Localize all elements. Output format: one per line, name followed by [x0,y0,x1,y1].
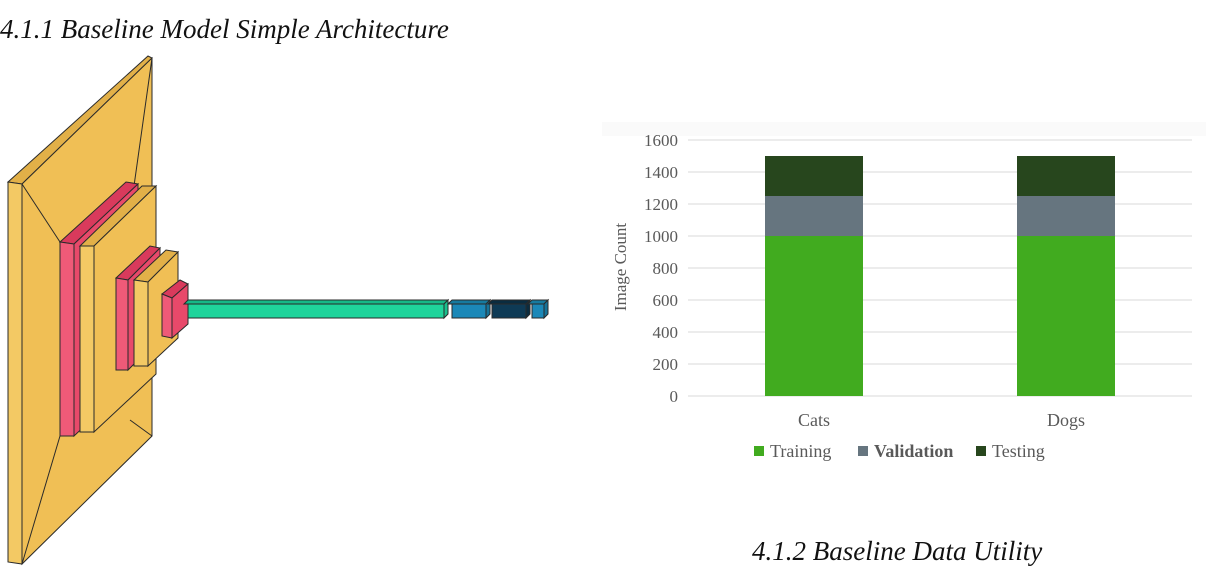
y-tick-label: 1600 [644,131,678,150]
y-axis-ticks: 0 200 400 600 800 1000 1200 1400 1600 [644,131,678,406]
flatten-layer [182,298,450,320]
legend-label-training: Training [770,441,831,461]
legend-swatch-testing [976,446,986,456]
model-architecture-diagram [6,55,550,566]
y-tick-label: 1400 [644,163,678,182]
bar-testing-cats [765,156,863,196]
x-category-label: Dogs [1047,410,1085,430]
bar-testing-dogs [1017,156,1115,196]
legend-swatch-training [754,446,764,456]
legend-label-validation: Validation [874,441,953,461]
y-axis-label: Image Count [611,223,630,312]
data-caption: 4.1.2 Baseline Data Utility [752,536,1043,566]
legend-label-testing: Testing [992,441,1045,461]
y-tick-label: 600 [653,291,679,310]
architecture-caption: 4.1.1 Baseline Model Simple Architecture [0,14,449,44]
x-category-label: Cats [798,410,830,430]
bar-training-dogs [1017,236,1115,396]
x-axis-categories: Cats Dogs [798,410,1085,430]
dropout-layer [486,298,532,320]
pool-layer-3 [161,279,189,340]
y-tick-label: 0 [670,387,679,406]
dense-layer-1 [446,298,492,320]
y-tick-label: 800 [653,259,679,278]
chart-bars [765,156,1115,396]
chart-legend: Training Validation Testing [754,441,1045,461]
bar-validation-dogs [1017,196,1115,236]
bar-training-cats [765,236,863,396]
bar-validation-cats [765,196,863,236]
y-tick-label: 1000 [644,227,678,246]
y-tick-label: 200 [653,355,679,374]
data-utility-chart: 0 200 400 600 800 1000 1200 1400 1600 Image Coun… [602,122,1206,461]
y-tick-label: 1200 [644,195,678,214]
chart-top-band [602,122,1206,136]
legend-swatch-validation [858,446,868,456]
y-tick-label: 400 [653,323,679,342]
dense-output-layer [526,298,550,320]
chart-gridlines [688,139,1192,397]
